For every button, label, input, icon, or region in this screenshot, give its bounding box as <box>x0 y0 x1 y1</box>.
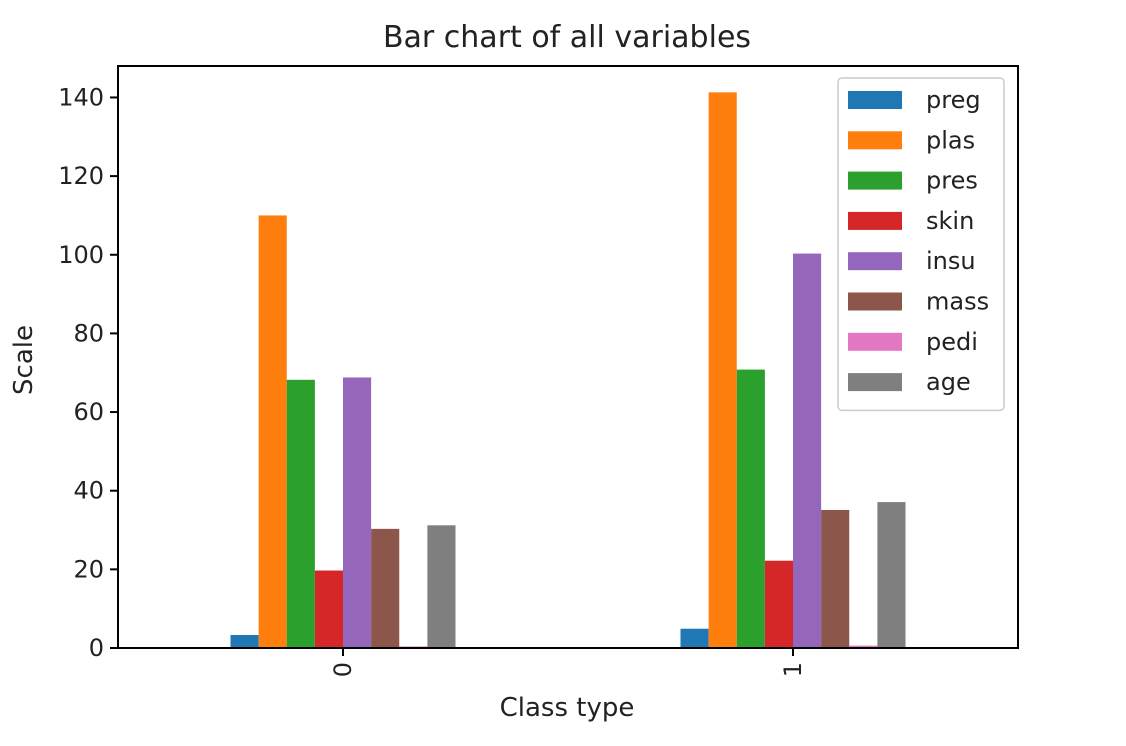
legend-swatch-age <box>848 373 902 392</box>
legend-label-pedi: pedi <box>926 328 978 356</box>
y-tick-label: 0 <box>89 634 104 662</box>
legend-swatch-pres <box>848 171 902 190</box>
bar-age-class-1 <box>877 502 906 648</box>
legend-swatch-plas <box>848 131 902 150</box>
bar-mass-class-0 <box>371 528 400 648</box>
bar-pres-class-0 <box>286 379 315 648</box>
legend-swatch-insu <box>848 252 902 271</box>
bar-pedi-class-1 <box>849 645 878 648</box>
y-tick-label: 120 <box>58 162 104 190</box>
legend-box <box>837 77 1005 412</box>
x-axis-label: Class type <box>500 693 635 723</box>
bar-preg-class-0 <box>230 635 259 648</box>
y-tick-label: 140 <box>58 83 104 111</box>
y-axis-ticks: 0 20 40 60 80 100 120 140 <box>58 83 118 662</box>
y-tick-label: 100 <box>58 241 104 269</box>
x-tick-label: 0 <box>329 662 357 677</box>
bar-insu-class-1 <box>793 253 822 648</box>
bar-plas-class-0 <box>258 215 287 648</box>
y-tick-label: 20 <box>73 555 104 583</box>
bar-plas-class-1 <box>708 92 737 649</box>
bar-insu-class-0 <box>343 377 372 648</box>
legend: preg plas pres skin insu mass pedi age <box>837 77 1005 412</box>
legend-label-mass: mass <box>926 288 989 316</box>
bar-skin-class-1 <box>764 560 794 648</box>
bar-mass-class-1 <box>821 509 850 648</box>
legend-label-insu: insu <box>926 247 976 275</box>
bar-pres-class-1 <box>736 369 765 648</box>
legend-swatch-preg <box>848 91 902 109</box>
y-tick-label: 60 <box>73 398 104 426</box>
legend-swatch-mass <box>848 292 902 311</box>
legend-swatch-pedi <box>848 332 902 351</box>
x-tick-label: 1 <box>779 662 807 677</box>
chart-title: Bar chart of all variables <box>383 20 751 55</box>
y-tick-label: 40 <box>73 477 104 505</box>
legend-label-plas: plas <box>926 126 975 154</box>
bars-group <box>230 92 906 649</box>
bar-skin-class-0 <box>314 570 344 648</box>
legend-swatch-skin <box>848 211 902 230</box>
legend-label-skin: skin <box>926 207 974 235</box>
y-tick-label: 80 <box>73 319 104 347</box>
legend-label-preg: preg <box>926 86 981 114</box>
legend-label-age: age <box>926 368 971 396</box>
bar-age-class-0 <box>427 525 456 648</box>
y-axis-label: Scale <box>9 325 39 395</box>
plot-frame <box>117 65 1019 649</box>
legend-label-pres: pres <box>926 167 978 195</box>
bar-preg-class-1 <box>680 628 709 648</box>
